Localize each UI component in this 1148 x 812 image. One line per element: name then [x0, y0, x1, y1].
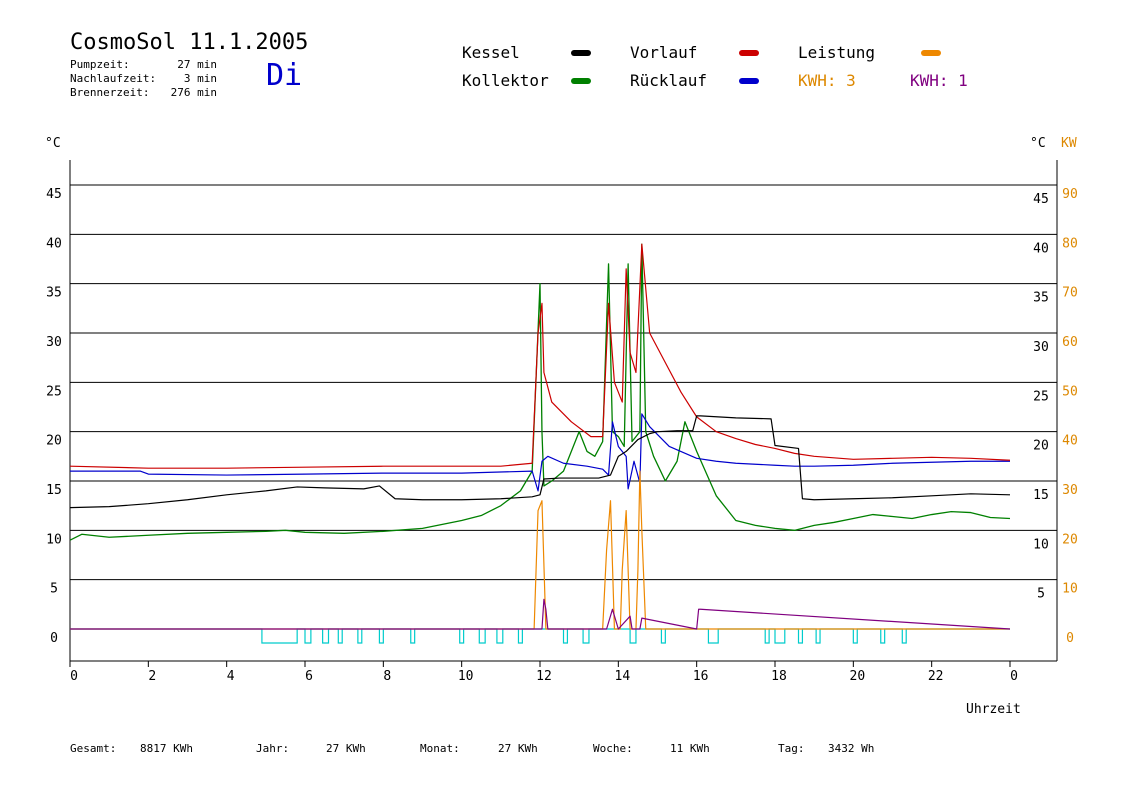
y-tick-label-left: 35 — [46, 286, 62, 301]
y-tick-label-right: 40 — [1033, 241, 1049, 256]
y-tick-label-left: 15 — [46, 483, 62, 498]
footer-tag-label: Tag: — [778, 742, 805, 755]
x-tick-label: 8 — [383, 669, 391, 684]
weekday-label: Di — [266, 58, 303, 93]
x-axis-label: Uhrzeit — [966, 702, 1021, 717]
legend-leistung-label: Leistung — [798, 43, 876, 62]
info-label: Brennerzeit: — [70, 86, 150, 99]
x-tick-label: 20 — [850, 669, 866, 684]
series-kollektor-line — [69, 243, 1011, 541]
y-tick-label-power: 90 — [1062, 187, 1078, 202]
footer-monat-label: Monat: — [420, 742, 460, 755]
y-tick-label-right: 5 — [1037, 587, 1045, 602]
y-tick-label-left: 40 — [46, 236, 62, 251]
y-tick-label-right: 20 — [1033, 439, 1049, 454]
legend-vorlauf-label: Vorlauf — [630, 43, 698, 62]
x-tick-label: 6 — [305, 669, 313, 684]
y-tick-label-left: 10 — [46, 532, 62, 547]
right-axis-power-unit: KW — [1061, 136, 1077, 151]
info-value: 3 min — [183, 72, 217, 85]
legend-kollektor-swatch — [571, 78, 591, 84]
left-axis-unit: °C — [45, 136, 61, 151]
x-tick-label: 2 — [148, 669, 156, 684]
y-tick-label-left: 20 — [46, 434, 62, 449]
series-ruecklauf-line — [70, 413, 1010, 492]
y-tick-label-power: 20 — [1062, 532, 1078, 547]
legend-kessel-label: Kessel — [462, 43, 520, 62]
y-tick-label-power: 0 — [1066, 631, 1074, 646]
legend-ruecklauf-label: Rücklauf — [630, 71, 708, 90]
x-tick-label: 22 — [928, 669, 944, 684]
y-tick-label-right: 25 — [1033, 389, 1049, 404]
y-tick-label-left: 25 — [46, 384, 62, 399]
x-tick-label: 16 — [693, 669, 709, 684]
legend-kwh-secondary: KWH: 1 — [910, 71, 968, 90]
x-tick-label: 14 — [615, 669, 631, 684]
y-tick-label-left: 0 — [50, 631, 58, 646]
footer-tag-value: 3432 Wh — [828, 742, 875, 755]
y-tick-label-power: 40 — [1062, 434, 1078, 449]
x-tick-label: 10 — [458, 669, 474, 684]
y-tick-label-left: 45 — [46, 187, 62, 202]
series-pump-line — [70, 628, 1010, 644]
legend-vorlauf-swatch — [739, 50, 759, 56]
y-tick-label-power: 60 — [1062, 335, 1078, 350]
series-leistung-line — [70, 470, 1010, 630]
footer-monat-value: 27 KWh — [498, 742, 538, 755]
x-tick-label: 0 — [1010, 669, 1018, 684]
footer-woche-value: 11 KWh — [670, 742, 710, 755]
legend-ruecklauf-swatch — [739, 78, 759, 84]
footer-gesamt-label: Gesamt: — [70, 742, 117, 755]
series-kessel-line — [69, 415, 1011, 509]
legend-kwh-total: KWH: 3 — [798, 71, 856, 90]
y-tick-label-power: 30 — [1062, 483, 1078, 498]
info-pumpzeit: Pumpzeit: 27 min — [70, 58, 217, 72]
info-brennerzeit: Brennerzeit: 276 min — [70, 86, 217, 100]
y-tick-label-right: 45 — [1033, 192, 1049, 207]
info-label: Pumpzeit: — [70, 58, 130, 71]
footer-gesamt-value: 8817 KWh — [140, 742, 193, 755]
y-tick-label-left: 5 — [50, 582, 58, 597]
info-label: Nachlaufzeit: — [70, 72, 157, 85]
page-title: CosmoSol 11.1.2005 — [70, 30, 309, 55]
series-kwh2-line — [70, 598, 1011, 630]
legend-leistung-swatch — [921, 50, 941, 56]
y-tick-label-power: 10 — [1062, 582, 1078, 597]
footer-jahr-label: Jahr: — [256, 742, 290, 755]
x-tick-label: 0 — [70, 669, 78, 684]
y-tick-label-power: 50 — [1062, 384, 1078, 399]
y-tick-label-right: 30 — [1033, 340, 1049, 355]
y-tick-label-right: 35 — [1033, 291, 1049, 306]
footer-woche-label: Woche: — [593, 742, 633, 755]
footer-jahr-value: 27 KWh — [326, 742, 366, 755]
y-tick-label-power: 80 — [1062, 236, 1078, 251]
info-nachlaufzeit: Nachlaufzeit: 3 min — [70, 72, 217, 86]
legend-kessel-swatch — [571, 50, 591, 56]
y-tick-label-left: 30 — [46, 335, 62, 350]
x-tick-label: 18 — [771, 669, 787, 684]
series-vorlauf-line — [69, 243, 1011, 469]
y-tick-label-right: 10 — [1033, 537, 1049, 552]
x-tick-label: 4 — [227, 669, 235, 684]
legend-kollektor-label: Kollektor — [462, 71, 549, 90]
y-tick-label-power: 70 — [1062, 286, 1078, 301]
right-axis-temp-unit: °C — [1030, 136, 1046, 151]
info-value: 276 min — [170, 86, 217, 99]
x-tick-label: 12 — [536, 669, 552, 684]
info-value: 27 min — [177, 58, 217, 71]
y-tick-label-right: 15 — [1033, 488, 1049, 503]
